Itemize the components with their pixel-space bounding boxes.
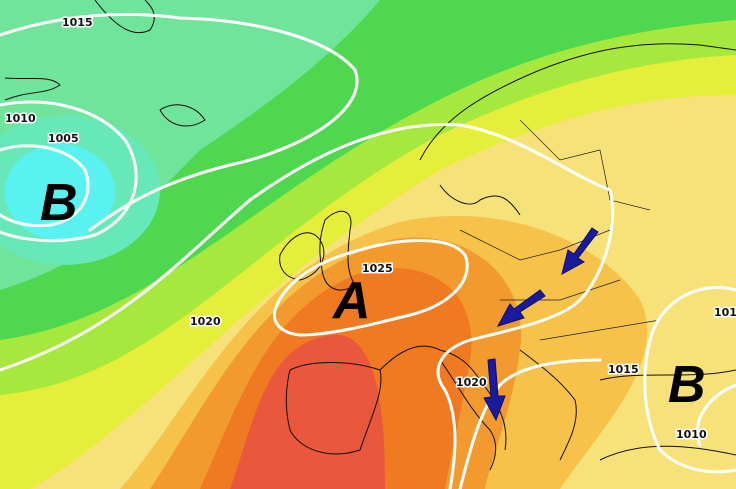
isobar-label: 1010 <box>676 428 707 441</box>
isobar-label: 1025 <box>362 262 393 275</box>
low-center: B <box>668 356 706 414</box>
isobar-label: 1015 <box>608 363 639 376</box>
isobar-label: 1010 <box>5 112 36 125</box>
isobar-label: 101 <box>714 306 736 319</box>
isobar-labels: 1015 1010 1005 1025 1020 1020 1015 1010 … <box>4 15 736 443</box>
pressure-centers: B A B <box>40 174 706 414</box>
isobars <box>0 12 736 489</box>
isobar-label: 1020 <box>456 376 487 389</box>
low-center: B <box>40 174 78 232</box>
wind-arrows <box>483 227 599 422</box>
coastlines <box>4 0 736 471</box>
isobar-label: 1005 <box>48 132 79 145</box>
isobar-label: 1020 <box>190 315 221 328</box>
isobar-label: 1015 <box>62 16 93 29</box>
high-center: A <box>331 272 371 330</box>
